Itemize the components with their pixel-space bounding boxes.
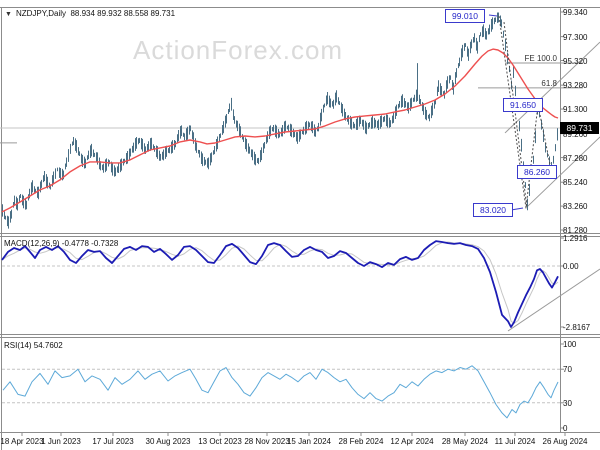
time-axis-label: 28 May 2024	[441, 437, 489, 446]
macd-signal-line	[1, 241, 559, 324]
rsi-line	[2, 365, 559, 419]
time-axis-label: 15 Jan 2024	[286, 437, 332, 446]
moving-average-line	[1, 48, 559, 213]
time-axis-label: 13 Oct 2023	[198, 437, 242, 446]
channel-upper-line	[504, 41, 600, 134]
macd-panel-title: MACD(12,26,9) -0.4778 -0.7328	[4, 239, 119, 248]
macd-trendline	[507, 268, 600, 332]
rsi-panel-title: RSI(14) 54.7602	[4, 341, 63, 350]
price-axis-label: 99.340	[563, 8, 588, 17]
fib-label: FE 100.0	[524, 54, 557, 63]
rsi-axis-label: 100	[563, 340, 577, 349]
price-axis-label: 97.300	[563, 32, 588, 42]
chart-title-bar: ▼ NZDJPY,Daily 88.934 89.932 88.558 89.73…	[5, 9, 175, 18]
dotted-zigzag-line	[498, 16, 552, 209]
time-axis-label: 17 Jul 2023	[92, 437, 134, 446]
price-annotation-label: 91.650	[503, 98, 543, 112]
channel-lower-line	[526, 136, 600, 208]
price-axis-label: 95.320	[563, 56, 588, 66]
price-annotation-label: 83.020	[473, 203, 513, 217]
rsi-axis-label: 70	[563, 365, 572, 375]
macd-axis-label: 0.00	[563, 262, 579, 271]
collapse-icon[interactable]: ▼	[5, 11, 12, 18]
price-annotation-label: 86.260	[517, 165, 557, 179]
watermark: ActionForex.com	[133, 35, 344, 65]
price-annotation-label: 99.010	[445, 9, 485, 23]
rsi-axis-label: 30	[563, 398, 572, 408]
time-axis-label: 30 Aug 2023	[145, 437, 191, 446]
macd-main-line	[1, 240, 559, 328]
time-axis-label: 26 Aug 2024	[542, 437, 588, 446]
time-axis-label: 12 Apr 2024	[390, 437, 434, 446]
current-price-box: 89.731	[560, 121, 599, 134]
chart-symbol-title: NZDJPY,Daily	[15, 9, 67, 18]
price-axis-label: 85.240	[563, 178, 588, 188]
macd-axis-label: -2.8167	[563, 322, 591, 332]
price-axis-label: 81.280	[563, 226, 588, 235]
time-axis-label: 11 Jul 2024	[494, 437, 536, 446]
time-axis-label: 1 Jun 2023	[41, 437, 81, 446]
annotation-connector	[510, 207, 524, 211]
annotation-connector	[488, 14, 498, 17]
rsi-axis-label: 0	[563, 424, 568, 433]
price-axis-label: 83.260	[563, 202, 588, 212]
time-axis-label: 28 Nov 2023	[244, 437, 290, 446]
macd-axis-label: 1.2916	[563, 234, 588, 244]
price-axis-label: 87.280	[563, 153, 588, 163]
price-axis-label: 93.280	[563, 81, 588, 91]
fib-label: 61.8	[541, 79, 557, 88]
time-axis-label: 28 Feb 2024	[338, 437, 384, 446]
price-axis-label: 89.260	[563, 129, 588, 139]
price-axis-label: 91.300	[563, 105, 588, 115]
chart-ohlc-values: 88.934 89.932 88.558 89.731	[70, 9, 176, 18]
time-axis-label: 18 Apr 2023	[0, 437, 44, 446]
